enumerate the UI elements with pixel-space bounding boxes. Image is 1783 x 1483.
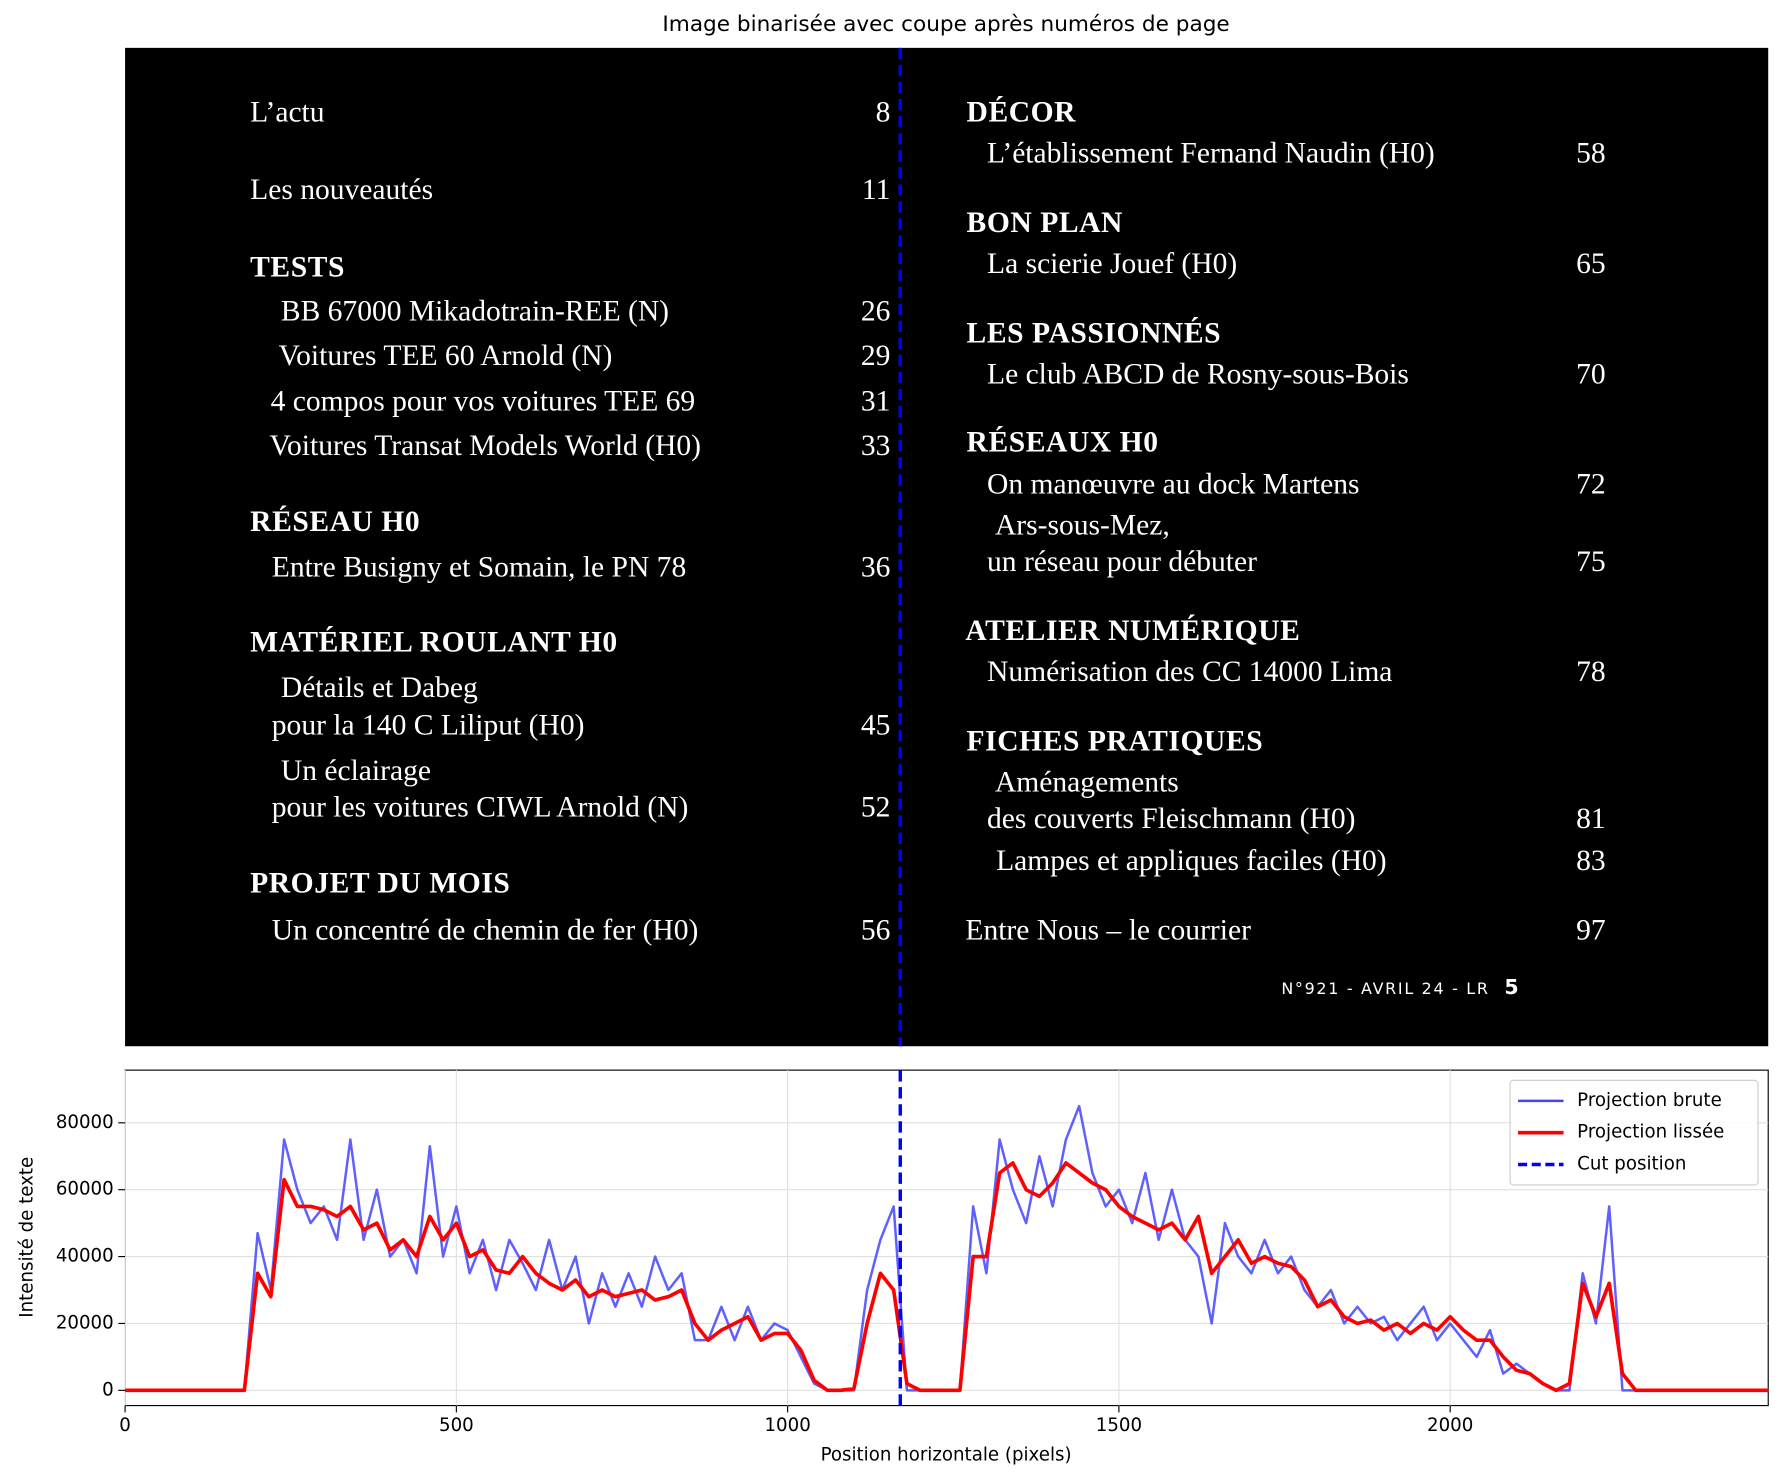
page-number: 45 bbox=[861, 710, 891, 742]
page-number: 81 bbox=[1576, 803, 1606, 835]
section-heading: RÉSEAUX H0 bbox=[967, 425, 1159, 458]
toc-entry: Numérisation des CC 14000 Lima bbox=[987, 656, 1392, 688]
legend-label: Cut position bbox=[1577, 1154, 1686, 1175]
x-axis-label: Position horizontale (pixels) bbox=[821, 1445, 1072, 1466]
section-heading: ATELIER NUMÉRIQUE bbox=[965, 614, 1300, 647]
toc-entry: On manœuvre au dock Martens bbox=[987, 469, 1360, 501]
legend-label: Projection lissée bbox=[1577, 1122, 1724, 1143]
y-tick-label: 20000 bbox=[56, 1312, 114, 1333]
page-number: 56 bbox=[861, 914, 891, 946]
toc-entry: 4 compos pour vos voitures TEE 69 bbox=[271, 386, 696, 418]
page-number: 58 bbox=[1576, 138, 1606, 170]
toc-entry: Un éclairage bbox=[281, 755, 431, 787]
section-heading: MATÉRIEL ROULANT H0 bbox=[250, 626, 618, 659]
page-number: 97 bbox=[1576, 914, 1606, 946]
toc-entry: un réseau pour débuter bbox=[987, 546, 1257, 578]
toc-entry: des couverts Fleischmann (H0) bbox=[987, 803, 1355, 835]
page-number: 26 bbox=[861, 296, 891, 328]
toc-entry: Entre Nous – le courrier bbox=[965, 914, 1251, 946]
page-number: 65 bbox=[1576, 248, 1606, 280]
y-tick-label: 0 bbox=[102, 1379, 114, 1400]
x-tick-label: 2000 bbox=[1427, 1415, 1473, 1436]
toc-entry: Les nouveautés bbox=[250, 174, 433, 206]
page-number: 72 bbox=[1576, 469, 1606, 501]
x-tick-label: 500 bbox=[439, 1415, 474, 1436]
section-heading: BON PLAN bbox=[967, 207, 1123, 239]
y-axis-label: Intensité de texte bbox=[16, 1157, 37, 1318]
toc-entry: pour la 140 C Liliput (H0) bbox=[272, 710, 585, 742]
page-number: 75 bbox=[1576, 546, 1606, 578]
toc-entry: L’établissement Fernand Naudin (H0) bbox=[987, 138, 1435, 170]
section-heading: DÉCOR bbox=[967, 96, 1077, 129]
legend-label: Projection brute bbox=[1577, 1090, 1722, 1111]
toc-entry: BB 67000 Mikadotrain-REE (N) bbox=[281, 296, 669, 328]
section-heading: LES PASSIONNÉS bbox=[967, 316, 1222, 349]
toc-entry: Détails et Dabeg bbox=[281, 672, 478, 704]
page-number: 52 bbox=[861, 792, 891, 824]
toc-entry: Ars-sous-Mez, bbox=[995, 510, 1170, 542]
toc-entry: Aménagements bbox=[995, 766, 1179, 798]
section-heading: RÉSEAU H0 bbox=[250, 505, 420, 538]
image-title: Image binarisée avec coupe après numéros… bbox=[662, 12, 1229, 37]
page-number: 36 bbox=[861, 552, 891, 584]
toc-entry: L’actu bbox=[250, 97, 325, 129]
footer-page: 5 bbox=[1504, 975, 1518, 999]
section-heading: PROJET DU MOIS bbox=[250, 868, 510, 900]
binarized-image bbox=[125, 47, 1769, 1047]
y-tick-label: 60000 bbox=[56, 1179, 114, 1200]
footer-text: N°921 - AVRIL 24 - LR bbox=[1281, 979, 1489, 998]
toc-entry: Entre Busigny et Somain, le PN 78 bbox=[272, 552, 686, 584]
page-number: 83 bbox=[1576, 845, 1606, 877]
toc-entry: pour les voitures CIWL Arnold (N) bbox=[272, 792, 689, 824]
toc-entry: Un concentré de chemin de fer (H0) bbox=[272, 914, 699, 946]
section-heading: FICHES PRATIQUES bbox=[967, 726, 1264, 758]
page-number: 8 bbox=[876, 97, 891, 129]
plot-area bbox=[124, 1069, 1769, 1407]
page-number: 70 bbox=[1576, 358, 1606, 390]
legend-box bbox=[1509, 1079, 1759, 1186]
page-number: 11 bbox=[862, 174, 890, 206]
x-tick-label: 0 bbox=[119, 1415, 131, 1436]
toc-entry: La scierie Jouef (H0) bbox=[987, 248, 1237, 280]
x-tick-label: 1000 bbox=[764, 1415, 810, 1436]
page-number: 29 bbox=[861, 340, 891, 372]
toc-entry: Voitures Transat Models World (H0) bbox=[269, 430, 701, 462]
page-number: 78 bbox=[1576, 656, 1606, 688]
page-number: 31 bbox=[861, 386, 891, 418]
section-heading: TESTS bbox=[250, 251, 345, 283]
y-tick-label: 40000 bbox=[56, 1246, 114, 1267]
toc-entry: Voitures TEE 60 Arnold (N) bbox=[279, 340, 613, 372]
y-tick-label: 80000 bbox=[56, 1112, 114, 1133]
series-line bbox=[125, 1161, 1769, 1393]
page-number: 33 bbox=[861, 430, 891, 462]
x-tick-label: 1500 bbox=[1096, 1415, 1142, 1436]
toc-entry: Le club ABCD de Rosny-sous-Bois bbox=[987, 358, 1409, 390]
toc-entry: Lampes et appliques faciles (H0) bbox=[996, 845, 1387, 877]
